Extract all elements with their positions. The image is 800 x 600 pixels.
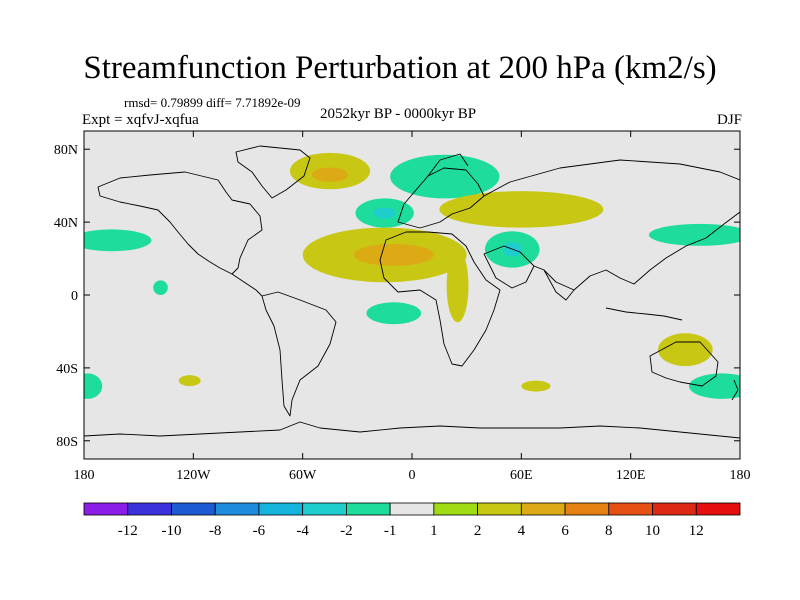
x-tick-label-60e: 60E <box>510 468 533 483</box>
colorbar-label-1-neg: -1 <box>384 523 397 539</box>
colorbar-swatch-6 <box>302 502 347 516</box>
coastline-indonesia <box>605 307 683 321</box>
colorbar-label-4: 4 <box>518 523 526 539</box>
region-south-pacific-dateline <box>84 373 103 399</box>
colorbar-swatch-8 <box>389 502 435 516</box>
coastline-arabia <box>483 245 535 289</box>
period-label: 2052kyr BP - 0000kyr BP <box>320 106 477 122</box>
coastline-south-america <box>261 291 337 417</box>
colorbar-label-2-neg: -2 <box>340 523 353 539</box>
colorbar-label-1: 1 <box>430 523 438 539</box>
x-axis: 180 120W 60W 0 60E 120E 180 <box>74 131 751 483</box>
stats-label: rmsd= 0.79899 diff= 7.71892e-09 <box>124 95 301 110</box>
y-tick-label-0: 0 <box>71 289 78 304</box>
coastline-central-america <box>231 273 263 297</box>
region-sw-pacific <box>688 373 740 399</box>
coastline-greenland <box>235 145 311 199</box>
colorbar-label-12-neg: -12 <box>118 523 138 539</box>
colorbar-swatch-11 <box>520 502 566 516</box>
region-north-atlantic-core <box>373 207 396 219</box>
colorbar-label-8: 8 <box>605 523 613 539</box>
y-tick-label-80s: 80S <box>56 435 78 450</box>
colorbar-swatch-10 <box>477 502 522 516</box>
y-tick-label-80n: 80N <box>54 143 78 158</box>
region-australia <box>658 333 713 367</box>
x-tick-label-120w: 120W <box>176 468 211 483</box>
colorbar-label-8-neg: -8 <box>209 523 222 539</box>
colorbar-label-6-neg: -6 <box>253 523 266 539</box>
coastline-europe <box>397 167 485 229</box>
x-tick-label-180: 180 <box>74 468 95 483</box>
chart-title: Streamfunction Perturbation at 200 hPa (… <box>83 50 717 86</box>
y-axis: 80N 40N 0 40S 80S <box>54 143 740 450</box>
region-tropical-atlantic-core <box>353 243 434 266</box>
colorbar-swatch-7 <box>345 502 391 516</box>
coastlines <box>84 145 740 439</box>
x-tick-label-0: 0 <box>409 468 416 483</box>
y-tick-label-40s: 40S <box>56 362 78 377</box>
region-eurasia <box>439 191 604 228</box>
colorbar-label-12: 12 <box>689 523 704 539</box>
colorbar: -12 -10 -8 -6 -4 -2 -1 1 2 4 6 8 10 12 <box>83 502 741 539</box>
coastline-africa <box>379 231 501 367</box>
x-tick-label-180: 180 <box>730 468 751 483</box>
coastline-asia <box>483 159 740 291</box>
region-north-pacific-west <box>84 229 152 252</box>
colorbar-swatch-15 <box>695 502 741 516</box>
colorbar-label-10-neg: -10 <box>161 523 181 539</box>
season-label: DJF <box>716 112 742 128</box>
region-south-atlantic <box>366 302 422 325</box>
experiment-label: Expt = xqfvJ-xqfua <box>82 112 199 128</box>
coastline-scandinavia <box>427 153 469 177</box>
colorbar-swatch-2 <box>127 502 172 516</box>
colorbar-swatch-5 <box>258 502 304 516</box>
region-southern-indian <box>521 380 551 392</box>
x-tick-label-60w: 60W <box>289 468 317 483</box>
y-tick-label-40n: 40N <box>54 216 78 231</box>
colorbar-swatch-3 <box>171 502 216 516</box>
colorbar-label-6: 6 <box>561 523 569 539</box>
colorbar-swatch-4 <box>214 502 260 516</box>
colorbar-swatch-13 <box>608 502 653 516</box>
colorbar-label-2: 2 <box>474 523 482 539</box>
region-europe <box>390 154 500 199</box>
coastline-new-zealand <box>731 379 739 401</box>
colorbar-label-4-neg: -4 <box>296 523 309 539</box>
region-greenland-core <box>311 167 349 183</box>
coastline-australia <box>649 341 719 387</box>
colorbar-swatch-9 <box>433 502 479 516</box>
colorbar-swatch-1 <box>83 502 129 516</box>
region-south-pacific <box>178 375 201 387</box>
region-east-pacific <box>153 280 168 296</box>
colorbar-label-10: 10 <box>645 523 660 539</box>
colorbar-swatch-14 <box>652 502 697 516</box>
region-nw-pacific <box>648 223 740 246</box>
coastline-india <box>543 269 575 301</box>
colorbar-swatch-12 <box>564 502 610 516</box>
coastline-antarctica <box>84 421 740 439</box>
coastline-north-america <box>97 171 263 275</box>
x-tick-label-120e: 120E <box>616 468 646 483</box>
region-east-africa <box>446 249 469 323</box>
